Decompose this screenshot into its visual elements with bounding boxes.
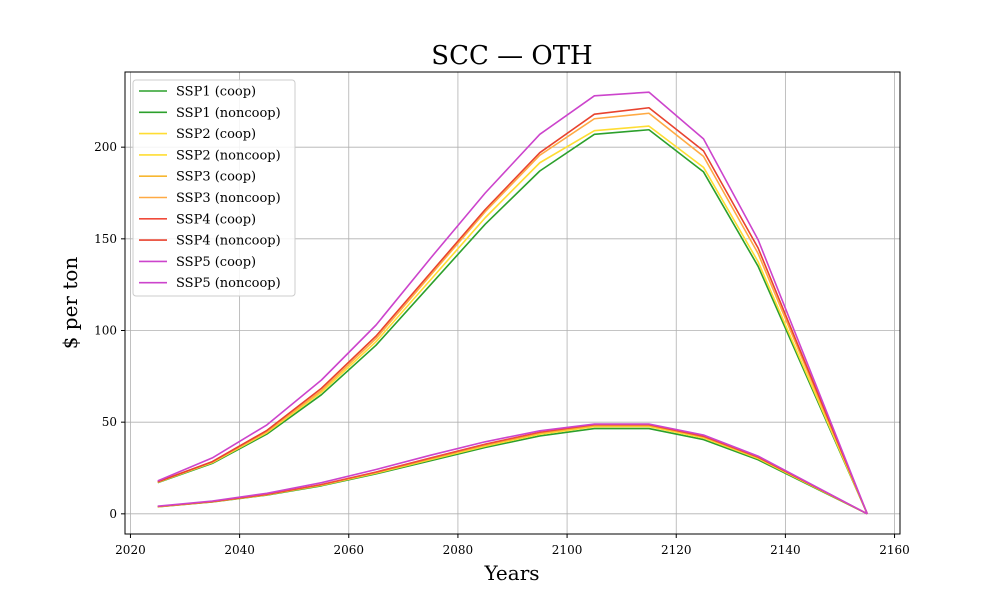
grid [125, 72, 900, 534]
series-line-6 [157, 112, 868, 515]
legend-entry: SSP3 (noncoop) [176, 191, 281, 206]
legend-entry: SSP5 (noncoop) [176, 276, 281, 291]
x-axis-label: Years [483, 561, 539, 585]
y-tick-label: 50 [102, 415, 117, 429]
x-tick-label: 2140 [770, 543, 801, 557]
legend-entry: SSP2 (coop) [176, 127, 256, 142]
series-line-4 [157, 125, 868, 515]
x-tick-label: 2060 [333, 543, 364, 557]
chart-title: SCC — OTH [431, 41, 592, 71]
legend-box [132, 79, 296, 297]
y-axis: 0 50 100 150 200 [94, 140, 125, 521]
y-axis-label: $ per ton [58, 257, 82, 350]
y-tick-label: 100 [94, 324, 117, 338]
legend: SSP1 (coop) SSP1 (noncoop) SSP2 (coop) SSP2… [132, 79, 296, 297]
x-tick-label: 2100 [552, 543, 583, 557]
legend-entry: SSP1 (noncoop) [176, 106, 281, 121]
series-layer [157, 91, 868, 515]
x-axis: 2020 2040 2060 2080 2100 2120 2140 2160 [115, 534, 910, 557]
series-line-9 [157, 423, 868, 515]
y-tick-label: 200 [94, 140, 117, 154]
x-tick-label: 2080 [443, 543, 474, 557]
series-line-10 [157, 91, 868, 515]
plot-frame [124, 71, 901, 535]
y-tick-label: 0 [109, 507, 117, 521]
series-line-7 [157, 423, 868, 515]
legend-entry: SSP3 (coop) [176, 170, 256, 185]
series-line-8 [157, 106, 868, 515]
legend-entry: SSP2 (noncoop) [176, 148, 281, 163]
x-tick-label: 2120 [661, 543, 692, 557]
x-tick-label: 2160 [879, 543, 910, 557]
x-tick-label: 2020 [115, 543, 146, 557]
x-tick-label: 2040 [224, 543, 255, 557]
series-line-2 [157, 128, 868, 515]
legend-entry: SSP1 (coop) [176, 85, 256, 100]
legend-entry: SSP5 (coop) [176, 255, 256, 270]
legend-entry: SSP4 (coop) [176, 212, 256, 227]
y-tick-label: 150 [94, 232, 117, 246]
legend-entry: SSP4 (noncoop) [176, 234, 281, 249]
